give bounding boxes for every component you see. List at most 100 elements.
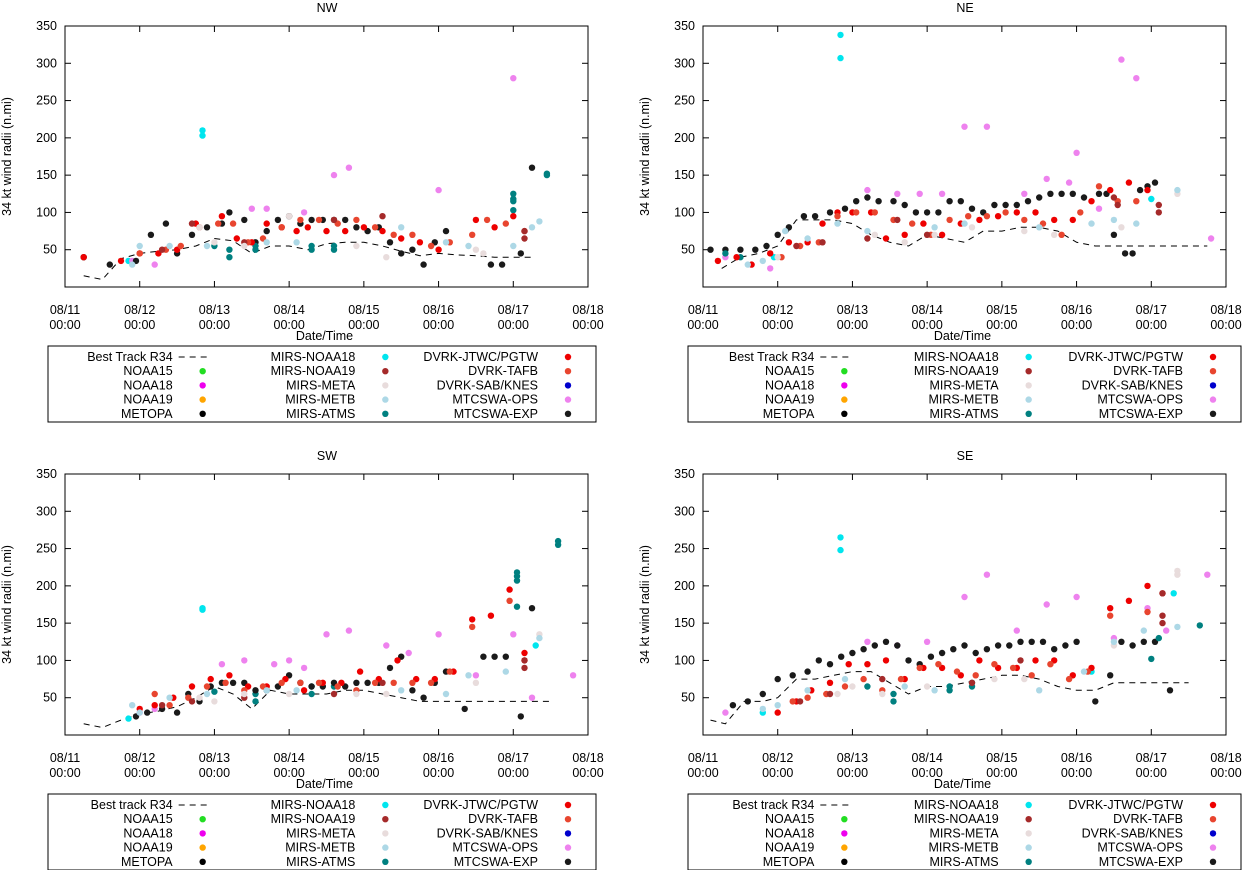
point-mirs-metb xyxy=(536,634,543,642)
x-tick-label-date: 08/11 xyxy=(688,303,718,317)
point-mirs-noaa18 xyxy=(1170,590,1177,597)
point-mtcswa-ops xyxy=(241,657,248,664)
x-tick-label-date: 08/11 xyxy=(50,303,80,317)
point-dvrk-tafb xyxy=(409,231,416,238)
point-mirs-noaa19 xyxy=(158,246,166,253)
legend-label: MTCSWA-OPS xyxy=(1097,393,1183,407)
point-mtcswa-ops xyxy=(983,571,991,578)
point-mtcswa-exp xyxy=(342,216,349,224)
point-mirs-metb xyxy=(1174,623,1181,631)
point-mtcswa-exp xyxy=(517,250,524,257)
point-mtcswa-exp xyxy=(528,164,536,171)
point-mtcswa-exp xyxy=(1039,638,1047,645)
legend-dot-swatch xyxy=(564,816,572,823)
point-mirs-meta xyxy=(991,675,998,683)
point-dvrk-tafb xyxy=(983,213,991,220)
point-mirs-meta xyxy=(849,683,856,690)
point-dvrk-tafb xyxy=(1028,672,1035,679)
point-mtcswa-ops xyxy=(435,631,442,638)
point-dvrk-jtwc-pgtw xyxy=(487,612,495,619)
point-mtcswa-exp xyxy=(1129,642,1136,649)
point-mirs-metb xyxy=(1088,220,1095,227)
point-mirs-metb xyxy=(536,218,543,225)
x-tick-label-time: 00:00 xyxy=(49,318,80,332)
y-tick-label: 50 xyxy=(43,243,57,257)
point-mtcswa-exp xyxy=(853,198,860,205)
point-mtcswa-ops xyxy=(151,261,158,268)
point-dvrk-tafb xyxy=(1047,661,1054,668)
point-mtcswa-exp xyxy=(1140,638,1148,645)
legend-dot-swatch xyxy=(841,858,848,865)
point-dvrk-tafb xyxy=(334,683,341,690)
point-mtcswa-ops xyxy=(1043,175,1050,183)
point-mirs-metb xyxy=(931,687,938,694)
point-mtcswa-exp xyxy=(1092,698,1099,705)
point-dvrk-tafb xyxy=(991,661,998,668)
chart-panel-sw: SW5010015020025030035008/1100:0008/1200:… xyxy=(0,449,604,870)
point-dvrk-jtwc-pgtw xyxy=(300,687,308,694)
point-mirs-metb xyxy=(166,242,173,250)
point-mtcswa-exp xyxy=(968,205,976,212)
chart-title: SE xyxy=(957,449,974,463)
legend-dot-swatch xyxy=(382,830,389,837)
legend-dot-swatch xyxy=(841,816,848,823)
legend-dot-swatch xyxy=(382,858,389,865)
point-mirs-meta xyxy=(1021,227,1028,235)
point-dvrk-tafb xyxy=(390,231,397,238)
y-tick-label: 250 xyxy=(36,542,57,556)
legend-label: MTCSWA-EXP xyxy=(454,407,538,421)
legend-label: MIRS-NOAA18 xyxy=(914,798,999,812)
point-dvrk-jtwc-pgtw xyxy=(394,657,401,664)
point-mirs-noaa19 xyxy=(521,657,528,664)
point-mtcswa-ops xyxy=(1095,205,1103,212)
y-axis-label: 34 kt wind radii (n.mi) xyxy=(0,545,14,664)
point-mtcswa-exp xyxy=(162,220,170,227)
point-mirs-metb xyxy=(528,224,536,231)
point-mtcswa-exp xyxy=(480,653,487,660)
legend-label: Best Track R34 xyxy=(87,350,172,364)
point-mtcswa-exp xyxy=(905,657,912,664)
point-mirs-metb xyxy=(744,261,751,268)
point-dvrk-tafb xyxy=(229,220,237,227)
legend-label: NOAA15 xyxy=(765,364,814,378)
point-mirs-noaa18 xyxy=(837,534,844,541)
point-mirs-atms xyxy=(513,577,521,584)
point-dvrk-tafb xyxy=(222,679,229,686)
point-mirs-noaa18 xyxy=(837,31,844,39)
point-mtcswa-exp xyxy=(774,675,781,683)
point-mtcswa-ops xyxy=(1073,593,1080,601)
legend-label: MIRS-ATMS xyxy=(929,407,998,421)
point-mirs-meta xyxy=(1174,571,1181,578)
point-dvrk-tafb xyxy=(278,679,285,686)
point-dvrk-jtwc-pgtw xyxy=(767,250,774,257)
point-mirs-noaa18 xyxy=(532,642,539,649)
point-mtcswa-ops xyxy=(345,164,353,171)
point-mirs-metb xyxy=(203,242,211,250)
point-dvrk-tafb xyxy=(315,216,323,224)
legend-dot-swatch xyxy=(1209,382,1217,389)
point-mirs-metb xyxy=(759,705,766,713)
y-tick-label: 300 xyxy=(674,56,695,70)
legend-dot-swatch xyxy=(841,382,848,389)
point-mtcswa-ops xyxy=(1073,149,1080,156)
point-mtcswa-exp xyxy=(826,209,834,216)
point-mirs-atms xyxy=(308,690,315,698)
point-dvrk-jtwc-pgtw xyxy=(356,668,364,675)
point-mtcswa-exp xyxy=(935,209,942,216)
point-mirs-metb xyxy=(1080,668,1088,675)
y-tick-label: 250 xyxy=(674,94,695,108)
x-tick-label-date: 08/18 xyxy=(1210,751,1241,765)
point-dvrk-tafb xyxy=(1133,198,1140,205)
point-dvrk-jtwc-pgtw xyxy=(1125,597,1133,604)
point-mirs-noaa19 xyxy=(1159,590,1166,597)
legend-dot-swatch xyxy=(564,396,572,403)
point-mtcswa-exp xyxy=(789,672,796,679)
point-dvrk-tafb xyxy=(390,679,397,686)
point-mirs-noaa19 xyxy=(923,231,931,238)
point-mirs-noaa19 xyxy=(379,213,386,220)
y-tick-label: 50 xyxy=(681,243,695,257)
y-tick-label: 350 xyxy=(36,19,57,33)
point-mtcswa-exp xyxy=(498,261,506,268)
